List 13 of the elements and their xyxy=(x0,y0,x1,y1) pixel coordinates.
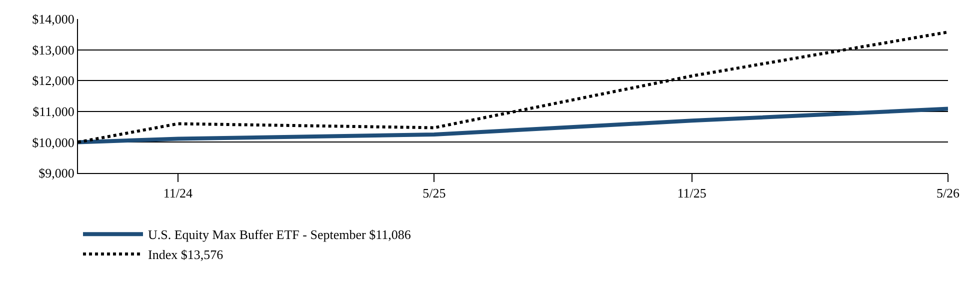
y-tick-label: $12,000 xyxy=(32,73,74,88)
legend-label: U.S. Equity Max Buffer ETF - September $11,086 xyxy=(148,227,412,242)
x-tick-label: 5/26 xyxy=(936,186,960,201)
x-tick-label: 11/25 xyxy=(677,186,706,201)
y-tick-label: $11,000 xyxy=(32,104,74,119)
line-series xyxy=(78,106,948,144)
y-tick-label: $14,000 xyxy=(32,12,74,27)
x-tick-label: 11/24 xyxy=(163,186,194,201)
y-tick-label: $9,000 xyxy=(38,166,74,181)
y-tick-label: $10,000 xyxy=(32,134,74,150)
x-tick-label: 5/25 xyxy=(422,186,446,201)
legend-label: Index $13,576 xyxy=(148,247,224,262)
y-tick-label: $13,000 xyxy=(32,42,74,58)
